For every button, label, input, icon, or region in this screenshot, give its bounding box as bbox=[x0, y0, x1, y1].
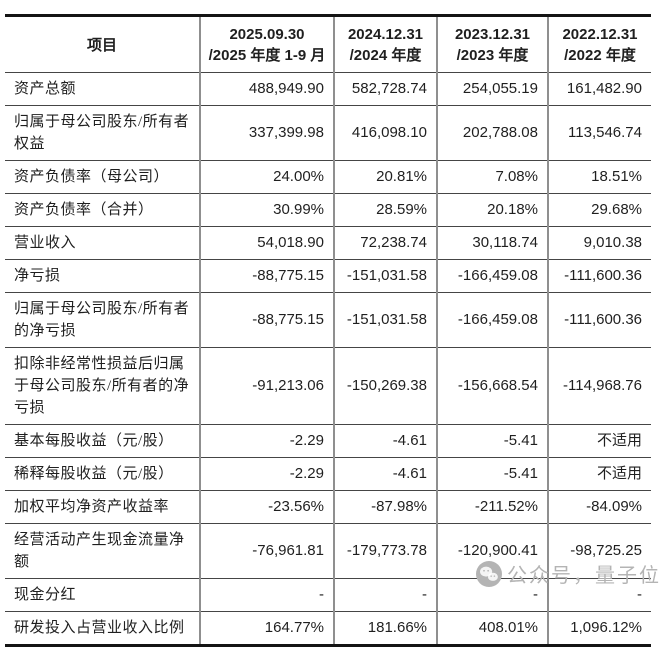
cell-value-2023: -5.41 bbox=[437, 424, 549, 458]
cell-value-2022: 113,546.74 bbox=[548, 105, 651, 161]
cell-value-2024: -150,269.38 bbox=[334, 347, 438, 425]
cell-value-2023: -120,900.41 bbox=[437, 523, 549, 579]
cell-value-2025: 24.00% bbox=[200, 160, 335, 194]
cell-value-2025: -76,961.81 bbox=[200, 523, 335, 579]
cell-value-2024: 582,728.74 bbox=[334, 72, 438, 106]
row-label: 经营活动产生现金流量净额 bbox=[5, 523, 201, 579]
cell-value-2025: 30.99% bbox=[200, 193, 335, 227]
header-period-2025: 2025.09.30 /2025 年度 1-9 月 bbox=[200, 15, 335, 73]
period-range: /2025 年度 1-9 月 bbox=[208, 47, 326, 64]
table-body: 资产总额 488,949.90 582,728.74 254,055.19 16… bbox=[5, 72, 651, 646]
table-row: 资产负债率（合并） 30.99% 28.59% 20.18% 29.68% bbox=[5, 193, 651, 227]
table-row: 研发投入占营业收入比例 164.77% 181.66% 408.01% 1,09… bbox=[5, 611, 651, 646]
cell-value-2022: 不适用 bbox=[548, 457, 651, 491]
table-row: 基本每股收益（元/股） -2.29 -4.61 -5.41 不适用 bbox=[5, 424, 651, 458]
table-row: 营业收入 54,018.90 72,238.74 30,118.74 9,010… bbox=[5, 226, 651, 260]
cell-value-2022: 不适用 bbox=[548, 424, 651, 458]
cell-value-2025: -2.29 bbox=[200, 457, 335, 491]
cell-value-2025: -91,213.06 bbox=[200, 347, 335, 425]
cell-value-2023: 30,118.74 bbox=[437, 226, 549, 260]
row-label: 稀释每股收益（元/股） bbox=[5, 457, 201, 491]
cell-value-2023: -5.41 bbox=[437, 457, 549, 491]
cell-value-2023: -211.52% bbox=[437, 490, 549, 524]
cell-value-2023: 202,788.08 bbox=[437, 105, 549, 161]
period-date: 2022.12.31 bbox=[562, 26, 638, 43]
cell-value-2024: 20.81% bbox=[334, 160, 438, 194]
table-row: 资产负债率（母公司） 24.00% 20.81% 7.08% 18.51% bbox=[5, 160, 651, 194]
cell-value-2024: -87.98% bbox=[334, 490, 438, 524]
period-range: /2024 年度 bbox=[349, 47, 422, 64]
table-row: 扣除非经常性损益后归属于母公司股东/所有者的净亏损 -91,213.06 -15… bbox=[5, 347, 651, 425]
financial-summary-page: 项目 2025.09.30 /2025 年度 1-9 月 2024.12.31 … bbox=[5, 14, 659, 647]
cell-value-2022: 9,010.38 bbox=[548, 226, 651, 260]
row-label: 营业收入 bbox=[5, 226, 201, 260]
table-row: 归属于母公司股东/所有者的净亏损 -88,775.15 -151,031.58 … bbox=[5, 292, 651, 348]
cell-value-2023: -166,459.08 bbox=[437, 259, 549, 293]
row-label: 资产负债率（合并） bbox=[5, 193, 201, 227]
cell-value-2023: 20.18% bbox=[437, 193, 549, 227]
table-row: 经营活动产生现金流量净额 -76,961.81 -179,773.78 -120… bbox=[5, 523, 651, 579]
cell-value-2025: -23.56% bbox=[200, 490, 335, 524]
cell-value-2022: -111,600.36 bbox=[548, 259, 651, 293]
cell-value-2025: 164.77% bbox=[200, 611, 335, 646]
cell-value-2024: -179,773.78 bbox=[334, 523, 438, 579]
cell-value-2025: 54,018.90 bbox=[200, 226, 335, 260]
header-period-2023: 2023.12.31 /2023 年度 bbox=[437, 15, 549, 73]
cell-value-2024: -4.61 bbox=[334, 424, 438, 458]
period-range: /2022 年度 bbox=[564, 47, 636, 64]
financial-summary-table: 项目 2025.09.30 /2025 年度 1-9 月 2024.12.31 … bbox=[5, 14, 651, 647]
cell-value-2025: 337,399.98 bbox=[200, 105, 335, 161]
cell-value-2024: 416,098.10 bbox=[334, 105, 438, 161]
row-label: 基本每股收益（元/股） bbox=[5, 424, 201, 458]
cell-value-2022: -98,725.25 bbox=[548, 523, 651, 579]
cell-value-2024: 72,238.74 bbox=[334, 226, 438, 260]
cell-value-2022: 29.68% bbox=[548, 193, 651, 227]
cell-value-2022: 1,096.12% bbox=[570, 619, 642, 636]
cell-value-2024: 28.59% bbox=[334, 193, 438, 227]
cell-value-2025: -88,775.15 bbox=[200, 259, 335, 293]
cell-value-2022: -114,968.76 bbox=[548, 347, 651, 425]
row-label: 归属于母公司股东/所有者的净亏损 bbox=[5, 292, 201, 348]
table-row: 归属于母公司股东/所有者权益 337,399.98 416,098.10 202… bbox=[5, 105, 651, 161]
cell-value-2024: 181.66% bbox=[334, 611, 438, 646]
table-row: 加权平均净资产收益率 -23.56% -87.98% -211.52% -84.… bbox=[5, 490, 651, 524]
header-period-2024: 2024.12.31 /2024 年度 bbox=[334, 15, 438, 73]
cell-value-2025: -88,775.15 bbox=[200, 292, 335, 348]
row-label: 资产总额 bbox=[5, 72, 201, 106]
cell-value-2025: -2.29 bbox=[200, 424, 335, 458]
period-date: 2025.09.30 bbox=[229, 26, 305, 43]
cell-value-2022: 18.51% bbox=[548, 160, 651, 194]
row-label: 现金分红 bbox=[5, 578, 201, 612]
header-row: 项目 2025.09.30 /2025 年度 1-9 月 2024.12.31 … bbox=[5, 15, 651, 73]
cell-value-2024: -151,031.58 bbox=[334, 259, 438, 293]
row-label: 资产负债率（母公司） bbox=[5, 160, 201, 194]
cell-value-2022: 161,482.90 bbox=[548, 72, 651, 106]
cell-value-2022: -84.09% bbox=[548, 490, 651, 524]
cell-value-2023: -166,459.08 bbox=[437, 292, 549, 348]
cell-value-2024: -151,031.58 bbox=[334, 292, 438, 348]
cell-value-2025: - bbox=[200, 578, 335, 612]
cell-value-2023: 7.08% bbox=[437, 160, 549, 194]
cell-value-2023: 408.01% bbox=[437, 611, 549, 646]
period-date: 2024.12.31 bbox=[347, 26, 424, 43]
cell-value-2022: -111,600.36 bbox=[548, 292, 651, 348]
header-item-column: 项目 bbox=[5, 15, 201, 73]
row-label: 净亏损 bbox=[5, 259, 201, 293]
row-label: 归属于母公司股东/所有者权益 bbox=[5, 105, 201, 161]
cell-value-2024: -4.61 bbox=[334, 457, 438, 491]
header-period-2022: 2022.12.31 /2022 年度 bbox=[548, 15, 651, 73]
cell-value-2025: 488,949.90 bbox=[200, 72, 335, 106]
row-label: 扣除非经常性损益后归属于母公司股东/所有者的净亏损 bbox=[5, 347, 201, 425]
table-row: 净亏损 -88,775.15 -151,031.58 -166,459.08 -… bbox=[5, 259, 651, 293]
period-date: 2023.12.31 bbox=[454, 26, 531, 43]
row-label: 研发投入占营业收入比例 bbox=[5, 611, 201, 646]
cell-value-2023: 254,055.19 bbox=[437, 72, 549, 106]
cell-value-2023: -156,668.54 bbox=[437, 347, 549, 425]
table-row: 稀释每股收益（元/股） -2.29 -4.61 -5.41 不适用 bbox=[5, 457, 651, 491]
table-row: 资产总额 488,949.90 582,728.74 254,055.19 16… bbox=[5, 72, 651, 106]
period-range: /2023 年度 bbox=[456, 47, 529, 64]
row-label: 加权平均净资产收益率 bbox=[5, 490, 201, 524]
